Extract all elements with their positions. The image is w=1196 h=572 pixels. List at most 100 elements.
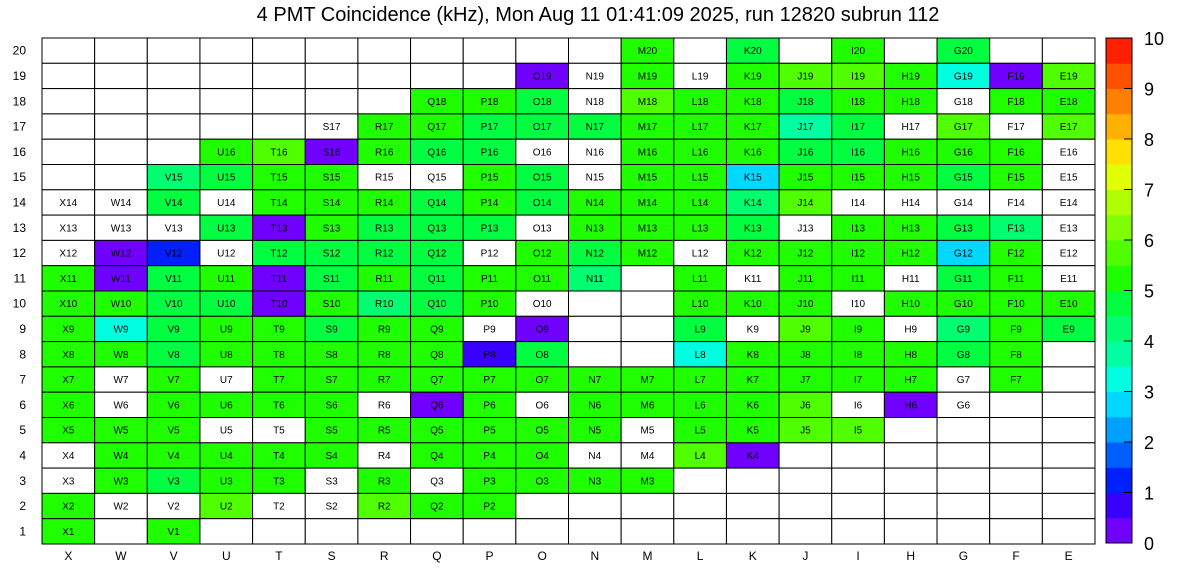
cell-label: G16 — [954, 147, 973, 158]
cell-label: E12 — [1060, 249, 1078, 260]
cell-label: L6 — [695, 400, 707, 411]
y-tick-label: 1 — [19, 524, 26, 538]
heatmap-cell-G4 — [936, 442, 991, 469]
y-tick-label: 9 — [19, 322, 26, 336]
colorbar-segment — [1106, 391, 1132, 418]
heatmap-cell-J5 — [778, 417, 833, 444]
heatmap-cell-U4 — [199, 442, 254, 469]
cell-label: U5 — [220, 426, 233, 437]
cell-label: T2 — [273, 502, 285, 513]
heatmap-cell-K14 — [725, 189, 780, 216]
heatmap-cell-S15 — [304, 164, 359, 191]
cell-label: O19 — [533, 71, 552, 82]
heatmap-cell-J10 — [778, 290, 833, 317]
cell-label: R3 — [378, 476, 391, 487]
heatmap-cell-L19 — [673, 62, 727, 90]
heatmap-cell-N9 — [568, 315, 622, 343]
cell-label: W13 — [111, 223, 132, 234]
cell-label: F13 — [1007, 223, 1025, 234]
cell-label: X10 — [59, 299, 77, 310]
cell-label: H15 — [902, 173, 921, 184]
heatmap-cell-W2 — [94, 492, 148, 520]
heatmap-cell-V12 — [146, 239, 201, 267]
cell-label: N7 — [588, 375, 601, 386]
cell-label: X12 — [59, 249, 77, 260]
cell-label: V15 — [165, 173, 183, 184]
cell-label: R6 — [378, 400, 391, 411]
y-tick-label: 17 — [13, 120, 27, 134]
cell-label: X2 — [62, 502, 75, 513]
colorbar-segment — [1106, 290, 1132, 317]
cell-label: W3 — [113, 476, 128, 487]
cell-label: P4 — [483, 451, 496, 462]
cell-label: Q17 — [427, 122, 446, 133]
heatmap-cell-U1 — [199, 518, 254, 545]
cell-label: R8 — [378, 350, 391, 361]
cell-label: U3 — [220, 476, 233, 487]
cell-label: W8 — [113, 350, 128, 361]
heatmap-cell-R14 — [357, 189, 412, 216]
cell-label: F14 — [1007, 198, 1025, 209]
x-tick-label: U — [222, 549, 231, 563]
heatmap-cell-W6 — [94, 391, 148, 419]
heatmap-cell-P18 — [462, 88, 517, 115]
colorbar-segment — [1106, 63, 1132, 89]
cell-label: T3 — [273, 476, 285, 487]
heatmap-cell-F13 — [989, 214, 1043, 241]
cell-label: O15 — [533, 173, 552, 184]
cell-label: L12 — [692, 249, 709, 260]
cell-label: X4 — [62, 451, 75, 462]
heatmap-cell-L6 — [673, 391, 727, 419]
colorbar-tick-label: 4 — [1144, 332, 1154, 352]
cell-label: S2 — [325, 502, 338, 513]
heatmap-cell-Q12 — [410, 239, 464, 267]
heatmap-cell-Q4 — [410, 442, 464, 469]
colorbar-tick-label: 1 — [1144, 484, 1154, 504]
cell-label: L15 — [692, 173, 709, 184]
cell-label: W10 — [111, 299, 132, 310]
cell-label: U4 — [220, 451, 233, 462]
heatmap-cell-K15 — [725, 164, 780, 191]
cell-label: L18 — [692, 97, 709, 108]
colorbar-tick-label: 5 — [1144, 282, 1154, 302]
cell-label: X7 — [62, 375, 75, 386]
heatmap-cell-P12 — [462, 239, 517, 267]
cell-label: R7 — [378, 375, 391, 386]
heatmap-cell-H7 — [883, 366, 938, 393]
heatmap-cell-L3 — [673, 467, 727, 494]
cell-label: R11 — [375, 274, 393, 285]
colorbar-segment — [1106, 38, 1132, 64]
cell-label: H14 — [902, 198, 921, 209]
heatmap-cell-F1 — [989, 518, 1043, 545]
heatmap-cell-U10 — [199, 290, 254, 317]
colorbar-segment — [1106, 442, 1132, 468]
cell-label: V6 — [168, 400, 181, 411]
heatmap-cell-N4 — [568, 442, 622, 469]
cell-label: P16 — [481, 147, 499, 158]
cell-label: X11 — [60, 274, 77, 285]
cell-label: M20 — [638, 46, 658, 57]
y-tick-label: 15 — [13, 170, 27, 184]
heatmap-cell-T20 — [252, 37, 306, 64]
heatmap-cell-W12 — [94, 239, 148, 267]
heatmap-cell-M13 — [620, 214, 675, 241]
cell-label: T9 — [273, 324, 285, 335]
cell-label: J9 — [800, 324, 811, 335]
heatmap-cell-H8 — [883, 341, 938, 368]
cell-label: K16 — [744, 147, 762, 158]
cell-label: V11 — [165, 274, 182, 285]
heatmap-cell-R10 — [357, 290, 412, 317]
cell-label: I11 — [851, 274, 865, 285]
cell-label: U9 — [220, 324, 233, 335]
cell-label: H11 — [902, 274, 920, 285]
heatmap-cell-R16 — [357, 138, 412, 165]
cell-label: E16 — [1060, 147, 1078, 158]
cell-label: E15 — [1060, 173, 1078, 184]
cell-label: E19 — [1060, 71, 1078, 82]
cell-label: I13 — [851, 223, 865, 234]
heatmap-cell-S5 — [304, 417, 359, 444]
heatmap-cell-O1 — [515, 518, 569, 545]
cell-label: U16 — [217, 147, 236, 158]
cell-label: K9 — [747, 324, 760, 335]
cell-label: H8 — [904, 350, 917, 361]
